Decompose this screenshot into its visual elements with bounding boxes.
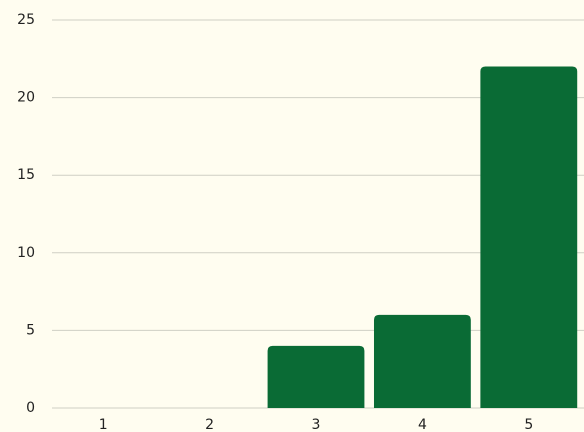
y-tick-label: 25: [17, 12, 35, 28]
bar: [373, 314, 471, 408]
bar: [480, 66, 578, 408]
y-tick-label: 0: [26, 400, 35, 416]
x-tick-label: 5: [524, 417, 533, 432]
x-tick-label: 3: [312, 417, 321, 432]
y-tick-label: 20: [17, 90, 35, 106]
x-tick-label: 1: [99, 417, 108, 432]
x-tick-label: 2: [205, 417, 214, 432]
y-tick-label: 15: [17, 167, 35, 183]
bar: [267, 345, 365, 408]
x-tick-label: 4: [418, 417, 427, 432]
y-tick-label: 10: [17, 245, 35, 261]
y-tick-label: 5: [26, 322, 35, 338]
